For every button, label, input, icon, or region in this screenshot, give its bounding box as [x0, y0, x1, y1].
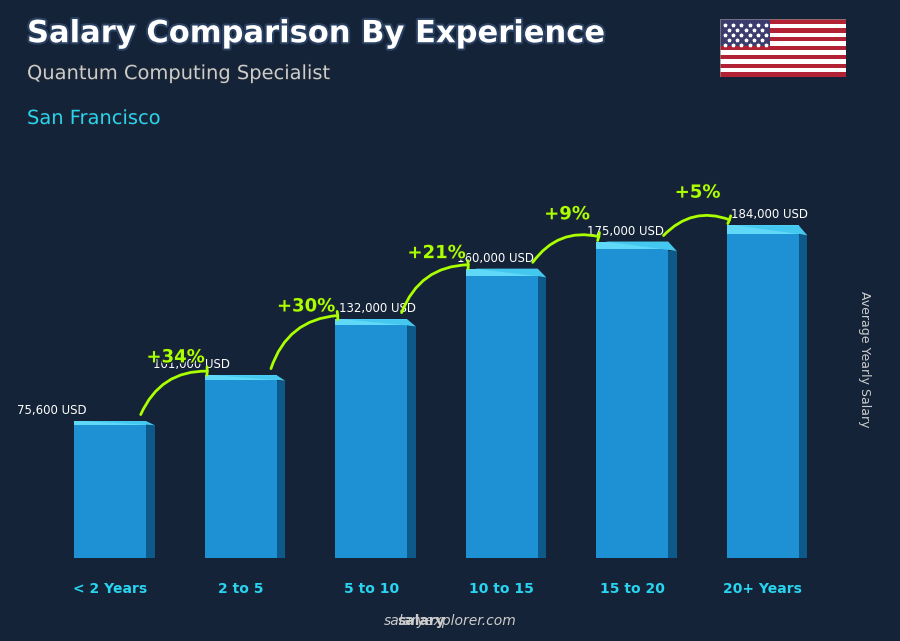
Bar: [407, 326, 416, 558]
Polygon shape: [597, 242, 677, 251]
Text: San Francisco: San Francisco: [27, 109, 161, 128]
Bar: [205, 375, 276, 379]
Bar: [720, 19, 770, 46]
Text: 10 to 15: 10 to 15: [469, 581, 535, 595]
FancyBboxPatch shape: [336, 319, 407, 558]
Text: 175,000 USD: 175,000 USD: [587, 224, 664, 238]
Text: 15 to 20: 15 to 20: [599, 581, 665, 595]
Bar: [720, 42, 846, 46]
Text: 160,000 USD: 160,000 USD: [456, 252, 534, 265]
Bar: [75, 421, 146, 424]
Text: +30%: +30%: [277, 297, 335, 315]
FancyBboxPatch shape: [75, 421, 146, 558]
Bar: [720, 28, 846, 33]
Bar: [720, 59, 846, 63]
Text: +9%: +9%: [544, 205, 590, 223]
Text: +21%: +21%: [408, 244, 465, 262]
Bar: [727, 225, 798, 233]
Text: 2 to 5: 2 to 5: [218, 581, 264, 595]
Text: Quantum Computing Specialist: Quantum Computing Specialist: [27, 64, 330, 83]
FancyBboxPatch shape: [727, 225, 798, 558]
Bar: [720, 46, 846, 50]
Bar: [720, 50, 846, 54]
Bar: [720, 37, 846, 42]
Bar: [276, 381, 285, 558]
Text: 184,000 USD: 184,000 USD: [731, 208, 808, 221]
Polygon shape: [336, 319, 416, 326]
Bar: [720, 68, 846, 72]
Text: < 2 Years: < 2 Years: [73, 581, 148, 595]
Text: 75,600 USD: 75,600 USD: [17, 404, 86, 417]
Bar: [720, 72, 846, 77]
Bar: [537, 278, 546, 558]
Bar: [668, 251, 677, 558]
Text: Average Yearly Salary: Average Yearly Salary: [858, 291, 870, 427]
Bar: [720, 63, 846, 68]
Bar: [720, 54, 846, 59]
FancyBboxPatch shape: [597, 242, 668, 558]
Text: 132,000 USD: 132,000 USD: [339, 303, 417, 315]
Text: +5%: +5%: [675, 183, 720, 202]
Text: 20+ Years: 20+ Years: [724, 581, 802, 595]
Text: Salary Comparison By Experience: Salary Comparison By Experience: [27, 19, 603, 48]
Bar: [597, 242, 668, 249]
FancyBboxPatch shape: [466, 269, 537, 558]
Bar: [720, 33, 846, 37]
Text: salaryexplorer.com: salaryexplorer.com: [383, 614, 517, 628]
Text: 5 to 10: 5 to 10: [344, 581, 399, 595]
Bar: [466, 269, 537, 276]
Bar: [720, 24, 846, 28]
Polygon shape: [466, 269, 546, 278]
Polygon shape: [205, 375, 285, 381]
Polygon shape: [727, 225, 807, 235]
Polygon shape: [75, 421, 155, 425]
FancyBboxPatch shape: [205, 375, 276, 558]
Bar: [146, 425, 155, 558]
Text: salary: salary: [397, 614, 446, 628]
Text: 101,000 USD: 101,000 USD: [153, 358, 230, 371]
Text: +34%: +34%: [147, 348, 204, 367]
Bar: [336, 319, 407, 325]
Bar: [798, 235, 807, 558]
Bar: [720, 19, 846, 24]
